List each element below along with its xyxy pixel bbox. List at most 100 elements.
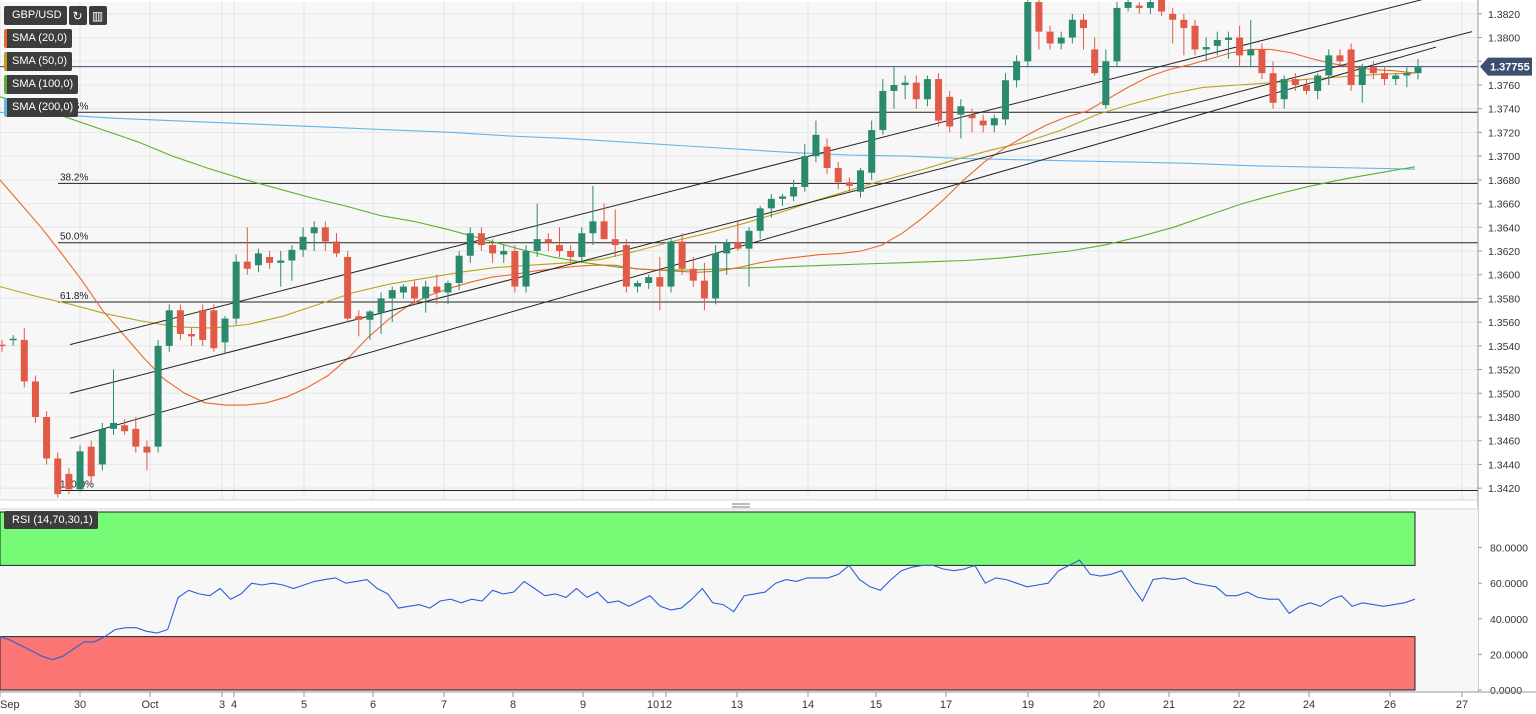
candle-body [823,146,831,168]
x-tick-label: 20 [1093,699,1105,711]
sma-100-line [0,96,1416,271]
candle-body [1414,67,1422,74]
y-tick-label: 1.3580 [1488,293,1520,305]
x-tick-label: 12 [660,699,672,711]
candle-body [767,198,775,209]
candle-body [1124,2,1132,8]
x-tick-label: 5 [301,699,307,711]
candle-body [1336,55,1344,62]
channel-line [69,46,1437,439]
candle-body [266,256,274,263]
sma-200-label[interactable]: SMA (200,0) [4,98,79,117]
y-tick-label: 1.3440 [1488,459,1520,471]
candle-body [778,196,786,199]
candle-body [756,208,764,231]
candle-body [1068,19,1076,38]
candle-body [1236,37,1244,56]
candle-body [344,256,352,319]
y-tick-label: 1.3460 [1488,436,1520,448]
candle-body [1102,61,1110,106]
candle-body [288,249,296,261]
candle-body [1358,67,1366,85]
candle-body [968,114,976,119]
x-tick-label: 21 [1163,699,1175,711]
candle-body [1314,75,1322,91]
x-tick-label: 3 [219,699,225,711]
rsi-tick-label: 0.0000 [1490,685,1522,697]
y-tick-label: 1.3760 [1488,80,1520,92]
y-tick-label: 1.3660 [1488,199,1520,211]
candle-body [54,458,62,495]
candle-body [132,428,140,447]
sma-100-label[interactable]: SMA (100,0) [4,75,79,94]
refresh-icon[interactable]: ↻ [68,6,87,25]
candle-body [857,170,865,192]
x-tick-label: 17 [940,699,952,711]
candle-body [277,260,285,263]
candle-body [1347,49,1355,85]
y-tick-label: 1.3420 [1488,483,1520,495]
candle-body [455,255,463,284]
rsi-line [0,559,1416,661]
channel-line [69,0,1423,346]
candle-body [87,446,95,477]
candle-body [422,286,430,299]
sma-50-label[interactable]: SMA (50,0) [4,52,73,71]
x-tick-label: 14 [802,699,814,711]
x-tick-label: 19 [1022,699,1034,711]
bar-chart-icon[interactable]: ▥ [88,6,107,25]
x-tick-label: 10 [647,699,659,711]
candle-body [232,261,240,319]
candle-body [1180,19,1188,29]
candle-body [399,286,407,293]
x-tick-label: 13 [731,699,743,711]
candle-body [522,251,530,287]
candle-body [667,241,675,287]
candle-body [20,339,28,382]
candle-body [912,82,920,100]
candle-body [845,182,853,186]
x-tick-label: 26 [1384,699,1396,711]
candle-body [1135,5,1143,8]
y-tick-label: 1.3480 [1488,412,1520,424]
candle-body [511,251,519,287]
y-tick-label: 1.3620 [1488,246,1520,258]
candle-body [1381,73,1389,80]
y-tick-label: 1.3820 [1488,9,1520,21]
candle-body [500,251,508,255]
candle-body [98,428,106,465]
candle-body [578,233,586,257]
y-tick-label: 1.3540 [1488,341,1520,353]
x-tick-label: Sep [0,699,20,711]
x-tick-label: 27 [1456,699,1468,711]
fib-label: 38.2% [60,172,88,183]
moving-averages [0,48,1416,406]
candle-body [622,245,630,287]
candle-body [444,283,452,293]
candle-body [812,134,820,157]
candle-body [544,239,552,243]
candle-body [1291,79,1299,85]
candle-body [366,311,374,320]
current-price-label: 1.37755 [1490,62,1530,74]
y-tick-label: 1.3740 [1488,104,1520,116]
candle-body [1224,37,1232,40]
overbought-zone [0,511,1416,566]
candle-body [1080,19,1088,29]
x-tick-label: 22 [1233,699,1245,711]
candle-body [466,233,474,256]
candle-body [165,310,173,346]
candle-body [1146,2,1154,8]
rsi-label[interactable]: RSI (14,70,30,1) [4,511,98,529]
candle-body [935,79,943,121]
sma-20-label[interactable]: SMA (20,0) [4,29,73,48]
candle-body [1303,85,1311,91]
current-price-tag [1480,57,1532,76]
candle-body [589,221,597,234]
oversold-zone [0,636,1416,691]
symbol-label[interactable]: GBP/USD [4,6,67,25]
candle-body [567,251,575,257]
y-tick-label: 1.3500 [1488,388,1520,400]
candle-body [1403,73,1411,76]
candle-body [1280,79,1288,100]
